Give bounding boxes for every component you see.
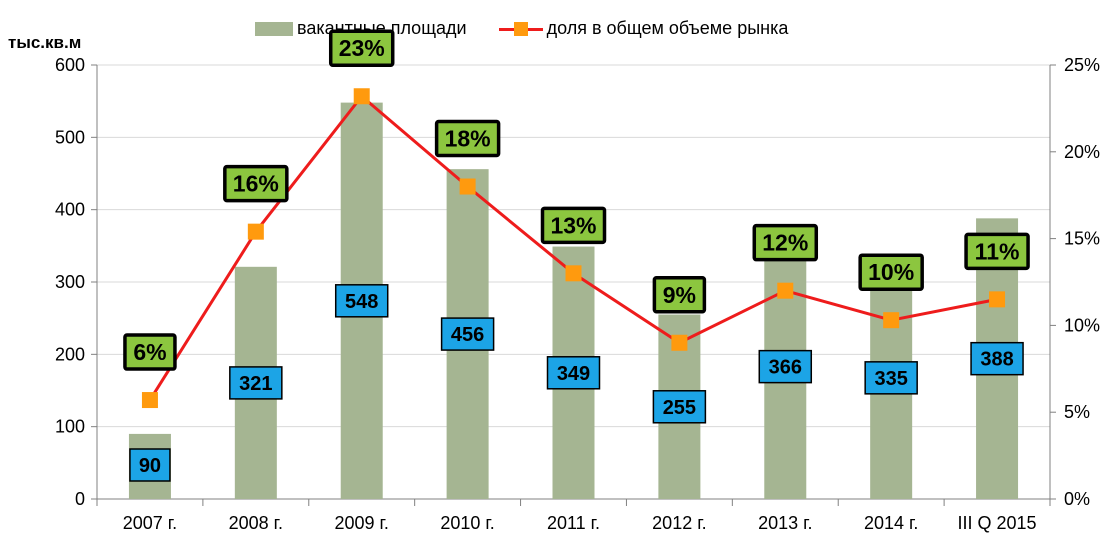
- bar-value-label-box: [652, 390, 707, 424]
- y2-tick-label: 25%: [1064, 55, 1100, 75]
- legend-line-swatch: [498, 21, 543, 36]
- share-value-label-box: [223, 164, 289, 203]
- share-marker: [353, 88, 370, 105]
- x-tick-label: 2009 г.: [335, 513, 389, 533]
- y-tick-label: 0: [75, 489, 85, 509]
- share-value-label: 13%: [550, 212, 596, 238]
- y-tick-label: 600: [55, 55, 85, 75]
- y-tick-label: 500: [55, 127, 85, 147]
- share-value-label-box: [964, 232, 1030, 271]
- bar-value-label-box: [129, 448, 171, 482]
- y-tick-label: 300: [55, 272, 85, 292]
- share-marker: [141, 392, 158, 409]
- y-tick-label: 400: [55, 200, 85, 220]
- x-tick-label: 2013 г.: [758, 513, 812, 533]
- y2-tick-label: 10%: [1064, 315, 1100, 335]
- share-value-label: 12%: [762, 230, 808, 256]
- x-tick-label: 2010 г.: [440, 513, 494, 533]
- bar-value-label: 366: [769, 357, 802, 379]
- bar-value-label-box: [440, 317, 495, 351]
- share-value-label: 23%: [339, 35, 385, 61]
- share-marker: [565, 265, 582, 282]
- share-marker: [777, 282, 794, 299]
- share-value-label-box: [858, 253, 924, 291]
- bar-value-label: 456: [451, 324, 484, 346]
- y2-tick-label: 20%: [1064, 142, 1100, 162]
- x-tick-label: 2007 г.: [123, 513, 177, 533]
- y2-tick-label: 5%: [1064, 402, 1090, 422]
- share-value-label-box: [123, 333, 177, 371]
- bar-value-label: 349: [557, 363, 590, 385]
- bar-value-label-box: [864, 361, 918, 395]
- share-marker: [671, 334, 688, 351]
- share-marker: [883, 312, 900, 329]
- bar-value-label: 90: [139, 455, 161, 477]
- bar-value-label-box: [334, 284, 389, 318]
- y2-tick-label: 0%: [1064, 489, 1090, 509]
- y2-tick-label: 15%: [1064, 229, 1100, 249]
- bar-value-label: 255: [663, 397, 696, 419]
- x-tick-label: 2011 г.: [547, 513, 600, 533]
- y-tick-label: 200: [55, 344, 85, 364]
- share-value-label-box: [328, 29, 395, 67]
- legend-bar-swatch: [255, 21, 293, 36]
- bar-value-label: 335: [874, 368, 907, 390]
- chart-legend: вакантные площади доля в общем объеме ры…: [255, 18, 820, 39]
- bar-value-label-box: [229, 366, 283, 400]
- bar-value-label-box: [546, 356, 601, 390]
- bar-value-label: 388: [980, 349, 1013, 371]
- share-value-label: 9%: [663, 282, 696, 308]
- share-value-label: 11%: [975, 238, 1020, 264]
- bar-value-label-box: [758, 349, 813, 384]
- legend-item-share: доля в общем объеме рынка: [498, 18, 789, 39]
- x-tick-label: 2008 г.: [229, 513, 283, 533]
- x-tick-label: 2014 г.: [864, 513, 918, 533]
- x-tick-label: 2012 г.: [652, 513, 706, 533]
- y-tick-label: 100: [55, 417, 85, 437]
- share-marker: [247, 223, 264, 240]
- share-value-label-box: [540, 206, 607, 245]
- share-value-label: 10%: [868, 259, 914, 285]
- share-value-label: 6%: [133, 339, 166, 365]
- share-value-label: 18%: [445, 126, 491, 152]
- share-marker: [989, 291, 1006, 308]
- share-value-label-box: [434, 119, 501, 158]
- y-axis-unit-label: тыс.кв.м: [8, 33, 82, 52]
- legend-line-label: доля в общем объеме рынка: [546, 18, 789, 38]
- bar-value-label: 321: [239, 373, 272, 395]
- bar-value-label-box: [970, 341, 1024, 376]
- bar-value-label: 548: [345, 291, 378, 313]
- share-value-label-box: [652, 276, 707, 314]
- share-marker: [459, 178, 476, 195]
- share-value-label-box: [752, 223, 819, 262]
- share-value-label: 16%: [233, 171, 279, 197]
- x-tick-label: III Q 2015: [958, 513, 1037, 533]
